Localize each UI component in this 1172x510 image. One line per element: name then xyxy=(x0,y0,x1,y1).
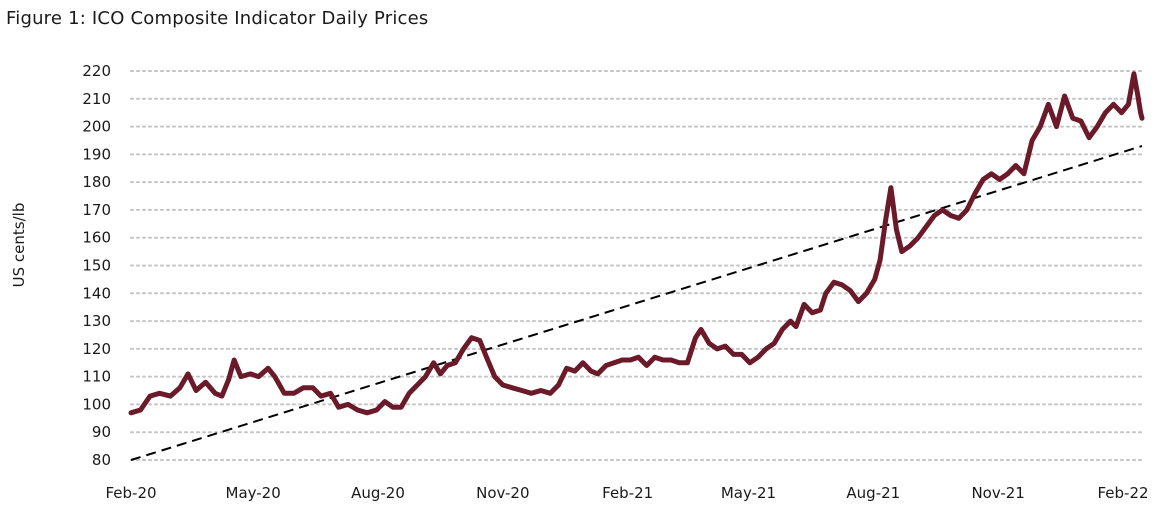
y-tick-label: 170 xyxy=(82,201,111,219)
x-tick-label: Nov-20 xyxy=(476,484,529,502)
x-tick-label: Aug-21 xyxy=(846,484,900,502)
x-tick-label: Aug-20 xyxy=(351,484,405,502)
chart-title: Figure 1: ICO Composite Indicator Daily … xyxy=(6,8,429,29)
y-tick-label: 160 xyxy=(82,229,111,247)
y-tick-label: 150 xyxy=(82,257,111,275)
x-tick-label: Nov-21 xyxy=(971,484,1024,502)
grid-lines xyxy=(130,70,1143,461)
y-tick-label: 180 xyxy=(82,173,111,191)
y-tick-label: 110 xyxy=(82,368,111,386)
y-tick-label: 200 xyxy=(82,118,111,136)
y-tick-label: 120 xyxy=(82,340,111,358)
y-tick-label: 80 xyxy=(92,451,111,469)
series-layer xyxy=(128,71,1145,461)
y-axis-ticks: 220 210 200 190 180 170 160 150 140 130 120 110 100 9… xyxy=(82,62,111,469)
price-series-line xyxy=(128,71,1145,416)
x-tick-label: Feb-22 xyxy=(1097,484,1148,502)
y-tick-label: 100 xyxy=(82,395,111,413)
x-tick-label: Feb-21 xyxy=(602,484,653,502)
x-tick-label: May-20 xyxy=(226,484,281,502)
y-tick-label: 130 xyxy=(82,312,111,330)
y-tick-label: 190 xyxy=(82,145,111,163)
y-tick-label: 210 xyxy=(82,90,111,108)
y-tick-label: 220 xyxy=(82,62,111,80)
trend-line xyxy=(130,145,1143,461)
y-tick-label: 90 xyxy=(92,423,111,441)
x-axis-ticks: Feb-20 May-20 Aug-20 Nov-20 Feb-21 May-21 Aug-… xyxy=(105,484,1148,502)
y-axis-label: US cents/lb xyxy=(10,203,28,288)
x-tick-label: May-21 xyxy=(721,484,776,502)
y-tick-label: 140 xyxy=(82,284,111,302)
x-tick-label: Feb-20 xyxy=(105,484,156,502)
